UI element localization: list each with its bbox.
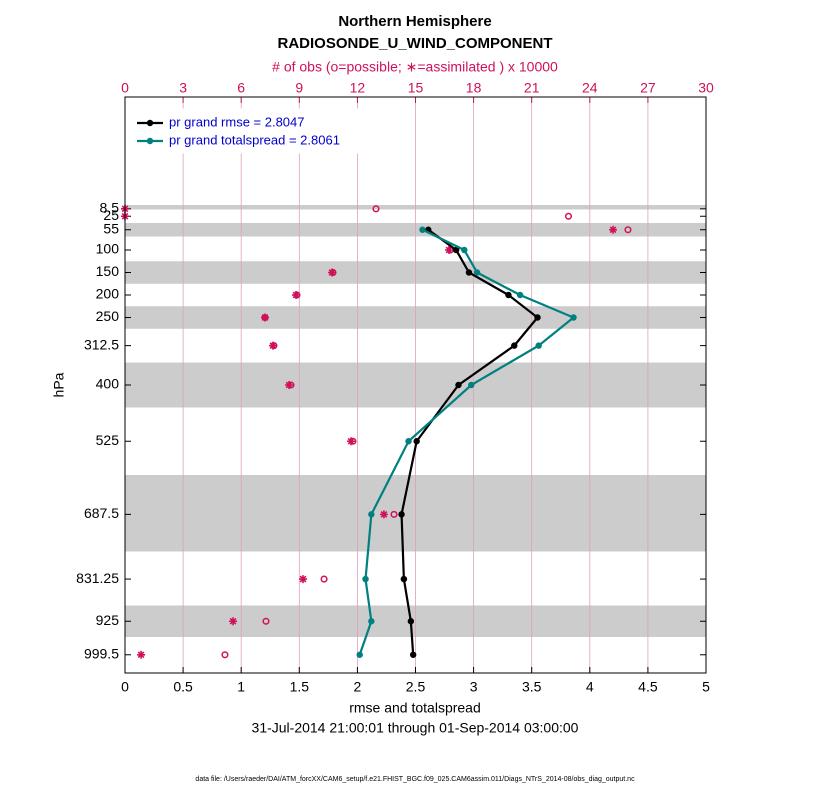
top-tick-label: 27 — [640, 80, 656, 96]
y-tick-label: 999.5 — [84, 645, 119, 661]
x-tick-label: 2.5 — [406, 679, 426, 695]
series-marker — [413, 438, 420, 445]
y-tick-label: 831.25 — [76, 570, 119, 586]
series-marker — [405, 438, 412, 445]
y-tick-label: 925 — [96, 612, 120, 628]
legend-label: pr grand totalspread = 2.8061 — [169, 132, 340, 147]
top-axis-label: # of obs (o=possible; ∗=assimilated ) x … — [272, 59, 558, 75]
obs-possible — [262, 617, 270, 625]
series-marker — [468, 381, 475, 389]
series-marker — [400, 575, 408, 583]
top-tick-label: 21 — [524, 80, 540, 96]
x-tick-label: 0.5 — [173, 679, 193, 695]
x-tick-label: 5 — [702, 679, 710, 695]
obs-possible — [624, 226, 632, 234]
obs-assimilated — [298, 575, 307, 584]
series-marker — [465, 269, 473, 276]
x-tick-label: 1.5 — [290, 679, 310, 695]
obs-assimilated — [292, 291, 301, 299]
y-tick-label: 55 — [103, 220, 119, 236]
top-tick-label: 15 — [408, 80, 424, 96]
date-range: 31-Jul-2014 21:00:01 through 01-Sep-2014… — [252, 720, 579, 736]
legend-marker — [146, 119, 154, 127]
y-tick-label: 312.5 — [84, 336, 119, 352]
obs-assimilated — [268, 341, 277, 350]
series-marker — [535, 342, 542, 349]
obs-assimilated — [328, 268, 337, 277]
obs-possible — [221, 651, 229, 659]
top-tick-label: 3 — [179, 80, 187, 96]
y-tick-label: 25 — [103, 207, 119, 223]
legend-label: pr grand rmse = 2.8047 — [169, 114, 305, 129]
series-marker — [356, 651, 363, 658]
plot-frame — [124, 96, 707, 674]
y-tick-label: 100 — [96, 241, 120, 257]
legend-marker — [146, 137, 154, 145]
series-marker — [455, 381, 462, 389]
top-tick-label: 6 — [237, 80, 245, 96]
series-marker — [452, 246, 460, 254]
series-marker — [368, 618, 375, 625]
obs-assimilated — [285, 381, 294, 389]
series-line — [400, 228, 540, 655]
x-tick-label: 1 — [237, 679, 245, 695]
series-marker — [570, 314, 577, 321]
y-tick-label: 400 — [96, 376, 120, 392]
obs-assimilated — [261, 313, 270, 322]
series-marker — [398, 511, 405, 518]
y-axis-label: hPa — [51, 372, 67, 397]
y-tick-label: 8.5 — [100, 200, 120, 216]
chart-title: Northern Hemisphere — [338, 13, 491, 30]
obs-assimilated — [379, 510, 388, 519]
legend-box — [130, 108, 370, 154]
top-tick-label: 30 — [698, 80, 714, 96]
obs-assimilated — [229, 617, 238, 626]
x-tick-label: 3.5 — [522, 679, 542, 695]
top-tick-label: 9 — [295, 80, 303, 96]
top-tick-label: 24 — [582, 80, 598, 96]
obs-assimilated — [609, 225, 618, 234]
x-tick-label: 4.5 — [638, 679, 658, 695]
series-marker — [409, 651, 417, 658]
series-marker — [461, 246, 468, 254]
x-tick-label: 4 — [586, 679, 594, 695]
y-tick-label: 687.5 — [84, 505, 119, 521]
series-marker — [407, 618, 415, 625]
obs-possible — [390, 510, 398, 518]
obs-possible — [320, 575, 328, 583]
y-tick-label: 200 — [96, 286, 120, 302]
series-marker — [505, 291, 512, 299]
obs-assimilated — [137, 650, 146, 659]
series-marker — [419, 226, 426, 233]
chart-subtitle: RADIOSONDE_U_WIND_COMPONENT — [277, 35, 552, 52]
obs-assimilated — [347, 437, 356, 446]
top-tick-label: 18 — [466, 80, 482, 96]
top-tick-label: 12 — [350, 80, 366, 96]
x-tick-label: 0 — [121, 679, 129, 695]
series-marker — [362, 575, 369, 583]
x-tick-label: 3 — [470, 679, 478, 695]
x-axis-label: rmse and totalspread — [349, 700, 481, 716]
series-marker — [511, 342, 518, 349]
series-line — [358, 228, 576, 656]
top-tick-label: 0 — [121, 80, 129, 96]
obs-possible — [372, 205, 380, 213]
series-marker — [534, 314, 541, 321]
series-marker — [368, 511, 375, 518]
x-tick-label: 2 — [354, 679, 362, 695]
y-tick-label: 150 — [96, 263, 120, 279]
series-marker — [516, 291, 524, 299]
footnote: data file: /Users/raeder/DAI/ATM_forcXX/… — [195, 776, 635, 783]
series-marker — [473, 269, 481, 276]
y-tick-label: 525 — [96, 432, 120, 448]
y-tick-label: 250 — [96, 308, 120, 324]
obs-possible — [564, 212, 573, 220]
obs-assimilated — [445, 246, 454, 254]
